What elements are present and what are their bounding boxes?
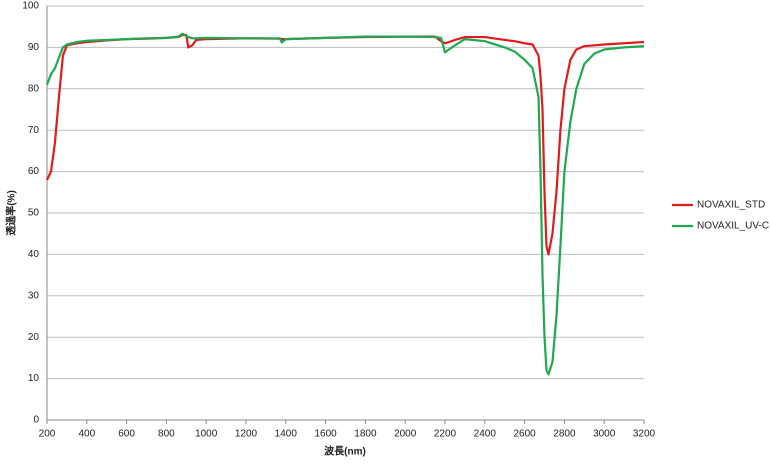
y-tick-label: 60 (28, 166, 40, 177)
x-tick-label: 1000 (195, 429, 218, 440)
y-tick-label: 10 (28, 373, 40, 384)
series-line (45, 32, 645, 376)
y-tick-label: 100 (22, 1, 39, 12)
y-tick-label: 90 (28, 42, 40, 53)
series-line (46, 33, 645, 256)
x-axis-title: 波長(nm) (324, 445, 366, 458)
legend-label: NOVAXIL_STD (697, 200, 765, 211)
x-tick-label: 600 (118, 429, 135, 440)
y-tick-label: 30 (28, 290, 40, 301)
y-axis-title: 透過率(%) (5, 190, 18, 236)
x-tick-label: 3000 (593, 429, 616, 440)
y-tick-label: 40 (28, 249, 40, 260)
x-tick-label: 1400 (275, 429, 298, 440)
x-tick-label: 1600 (314, 429, 337, 440)
x-tick-label: 2000 (394, 429, 417, 440)
x-tick-label: 2600 (513, 429, 536, 440)
y-tick-label: 80 (28, 83, 40, 94)
x-tick-label: 1800 (354, 429, 377, 440)
x-tick-label: 800 (158, 429, 175, 440)
x-tick-label: 2400 (474, 429, 497, 440)
x-tick-label: 2800 (553, 429, 576, 440)
x-tick-label: 2200 (434, 429, 457, 440)
y-tick-label: 50 (28, 208, 40, 219)
x-tick-label: 3200 (633, 429, 656, 440)
legend-label: NOVAXIL_UV-C (697, 221, 769, 232)
x-tick-label: 400 (78, 429, 95, 440)
x-tick-label: 1200 (235, 429, 258, 440)
x-tick-label: 200 (39, 429, 56, 440)
y-tick-label: 70 (28, 125, 40, 136)
y-tick-label: 0 (33, 415, 39, 426)
y-tick-label: 20 (28, 332, 40, 343)
